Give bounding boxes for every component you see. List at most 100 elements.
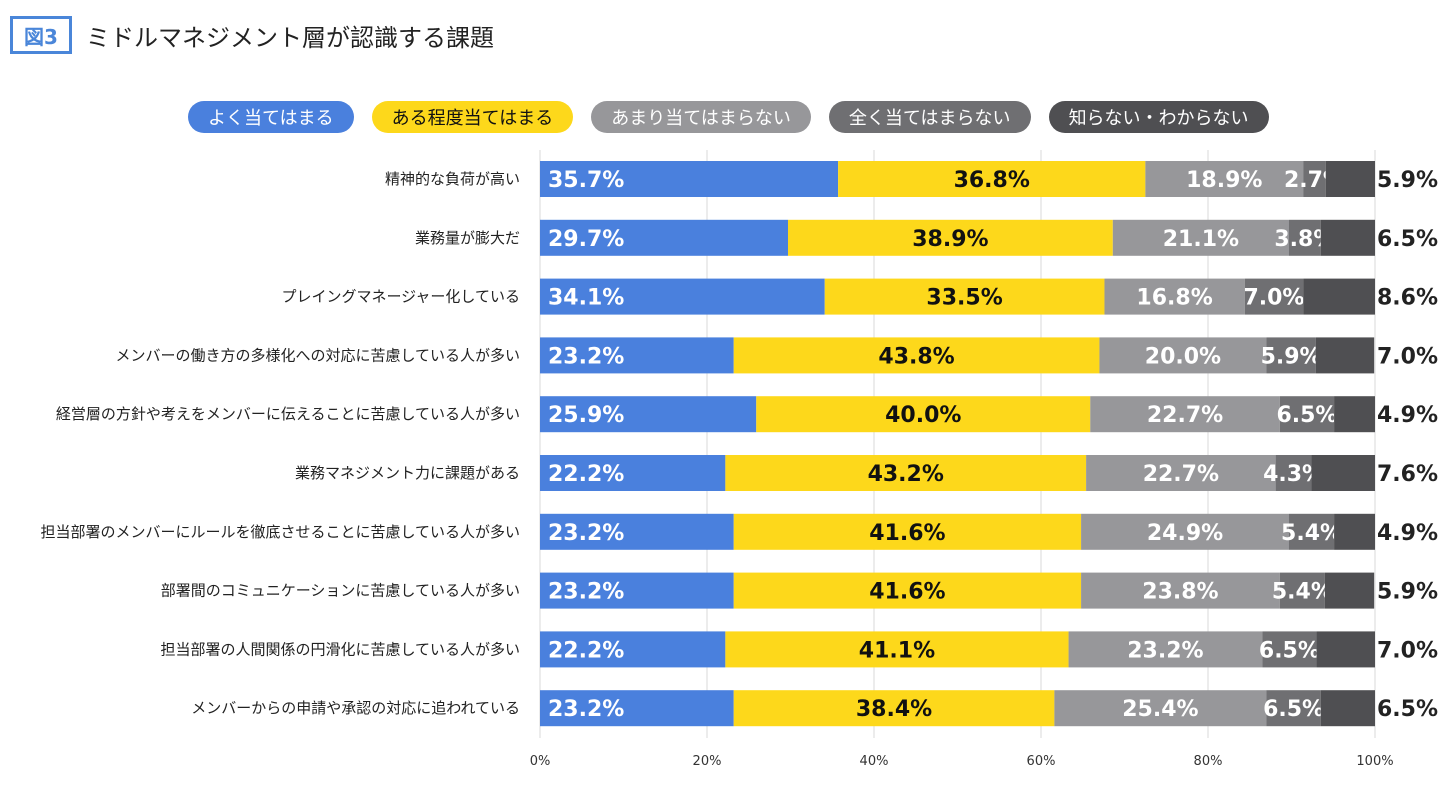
category-label: 部署間のコミュニケーションに苦慮している人が多い [161, 582, 520, 600]
legend-item-not-very-applicable: あまり当てはまらない [591, 101, 811, 133]
data-label: 22.7% [1143, 462, 1219, 487]
legend-item-very-applicable: よく当てはまる [188, 101, 354, 133]
category-label: 業務量が膨大だ [415, 229, 520, 247]
data-label: 23.2% [548, 521, 624, 546]
legend-item-somewhat-applicable: ある程度当てはまる [371, 101, 574, 133]
data-label: 8.6% [1377, 286, 1438, 311]
bar-segment [1104, 278, 1245, 315]
data-label: 40.0% [885, 403, 961, 428]
bar-segment [1112, 219, 1289, 256]
legend: よく当てはまる ある程度当てはまる あまり当てはまらない 全く当てはまらない 知… [188, 101, 1269, 133]
bar-segment [725, 631, 1069, 668]
data-label: 5.9% [1377, 168, 1438, 193]
bar-segment [1324, 572, 1375, 609]
data-label: 7.0% [1243, 286, 1304, 311]
bar-segment [540, 631, 726, 668]
bar-segment [1315, 337, 1375, 374]
bar-segment [1099, 337, 1267, 374]
bar-segment [838, 161, 1146, 197]
bar-segment [1303, 161, 1326, 197]
data-label: 6.5% [1377, 697, 1438, 722]
data-label: 6.5% [1263, 697, 1324, 722]
category-label: プレイングマネージャー化している [281, 288, 520, 306]
data-label: 34.1% [548, 286, 624, 311]
data-label: 23.2% [548, 344, 624, 369]
bar-segment [1279, 396, 1335, 433]
data-label: 22.2% [548, 638, 624, 663]
bar-segment [733, 337, 1100, 374]
data-label: 38.4% [856, 697, 932, 722]
bar-segment [1086, 455, 1276, 491]
data-label: 43.8% [878, 344, 954, 369]
data-label: 6.5% [1259, 638, 1320, 663]
bar-segment [756, 396, 1091, 433]
bar-segment [540, 278, 825, 315]
data-label: 22.7% [1147, 403, 1223, 428]
data-label: 7.0% [1377, 344, 1438, 369]
category-label: 担当部署のメンバーにルールを徹底させることに苦慮している人が多い [40, 523, 520, 541]
bar-segment [1266, 690, 1321, 727]
data-label: 5.4% [1272, 580, 1333, 605]
bar-segment [1320, 690, 1375, 727]
data-label: 23.2% [1127, 638, 1203, 663]
bar-segment [1334, 396, 1375, 433]
bar-segment [1334, 513, 1375, 550]
bar-segment [1145, 161, 1304, 197]
data-label: 23.8% [1142, 580, 1218, 605]
legend-item-not-at-all-applicable: 全く当てはまらない [828, 101, 1031, 133]
data-label: 41.1% [859, 638, 935, 663]
bar-segment [540, 219, 788, 256]
data-label: 6.5% [1377, 227, 1438, 252]
bar-segment [1266, 337, 1316, 374]
bar-segment [1081, 572, 1280, 609]
bar-segment [1275, 455, 1312, 491]
category-label: 精神的な負荷が高い [385, 170, 520, 188]
data-label: 5.9% [1261, 344, 1322, 369]
data-label: 25.9% [548, 403, 624, 428]
bar-segment [1081, 513, 1289, 550]
data-label: 7.6% [1377, 462, 1438, 487]
data-label: 18.9% [1186, 168, 1262, 193]
bar-segment [540, 690, 734, 727]
bar-segment [540, 513, 734, 550]
bar-segment [1288, 219, 1321, 256]
bar-segment [824, 278, 1105, 315]
data-label: 41.6% [869, 521, 945, 546]
bar-segment [540, 572, 734, 609]
data-label: 4.9% [1377, 521, 1438, 546]
bar-segment [1311, 455, 1375, 491]
data-label: 23.2% [548, 580, 624, 605]
x-tick-label: 0% [530, 754, 551, 769]
data-label: 23.2% [548, 697, 624, 722]
category-label: 担当部署の人間関係の円滑化に苦慮している人が多い [160, 640, 520, 658]
bar-segment [1054, 690, 1267, 727]
data-label: 5.9% [1377, 580, 1438, 605]
bar-segment [1068, 631, 1263, 668]
data-label: 41.6% [869, 580, 945, 605]
bar-segment [1279, 572, 1325, 609]
category-label: 経営層の方針や考えをメンバーに伝えることに苦慮している人が多い [56, 405, 520, 423]
data-label: 6.5% [1276, 403, 1337, 428]
data-label: 7.0% [1377, 638, 1438, 663]
data-label: 38.9% [912, 227, 988, 252]
data-label: 24.9% [1147, 521, 1223, 546]
bar-segment [540, 161, 839, 197]
bar-segment [787, 219, 1113, 256]
bar-segment [1090, 396, 1280, 433]
data-label: 20.0% [1145, 344, 1221, 369]
category-label: メンバーの働き方の多様化への対応に苦慮している人が多い [115, 346, 520, 364]
bar-segment [733, 690, 1055, 727]
figure-number-badge: 図3 [10, 16, 72, 54]
data-label: 5.4% [1281, 521, 1342, 546]
bar-segment [725, 455, 1087, 491]
bar-segment [1288, 513, 1335, 550]
data-label: 4.9% [1377, 403, 1438, 428]
figure-title: ミドルマネジメント層が認識する課題 [86, 24, 494, 52]
bar-segment [1262, 631, 1317, 668]
bar-segment [1325, 161, 1375, 197]
data-label: 22.2% [548, 462, 624, 487]
bar-segment [540, 337, 734, 374]
bar-segment [1303, 278, 1375, 315]
category-label: メンバーからの申請や承認の対応に追われている [191, 699, 520, 717]
